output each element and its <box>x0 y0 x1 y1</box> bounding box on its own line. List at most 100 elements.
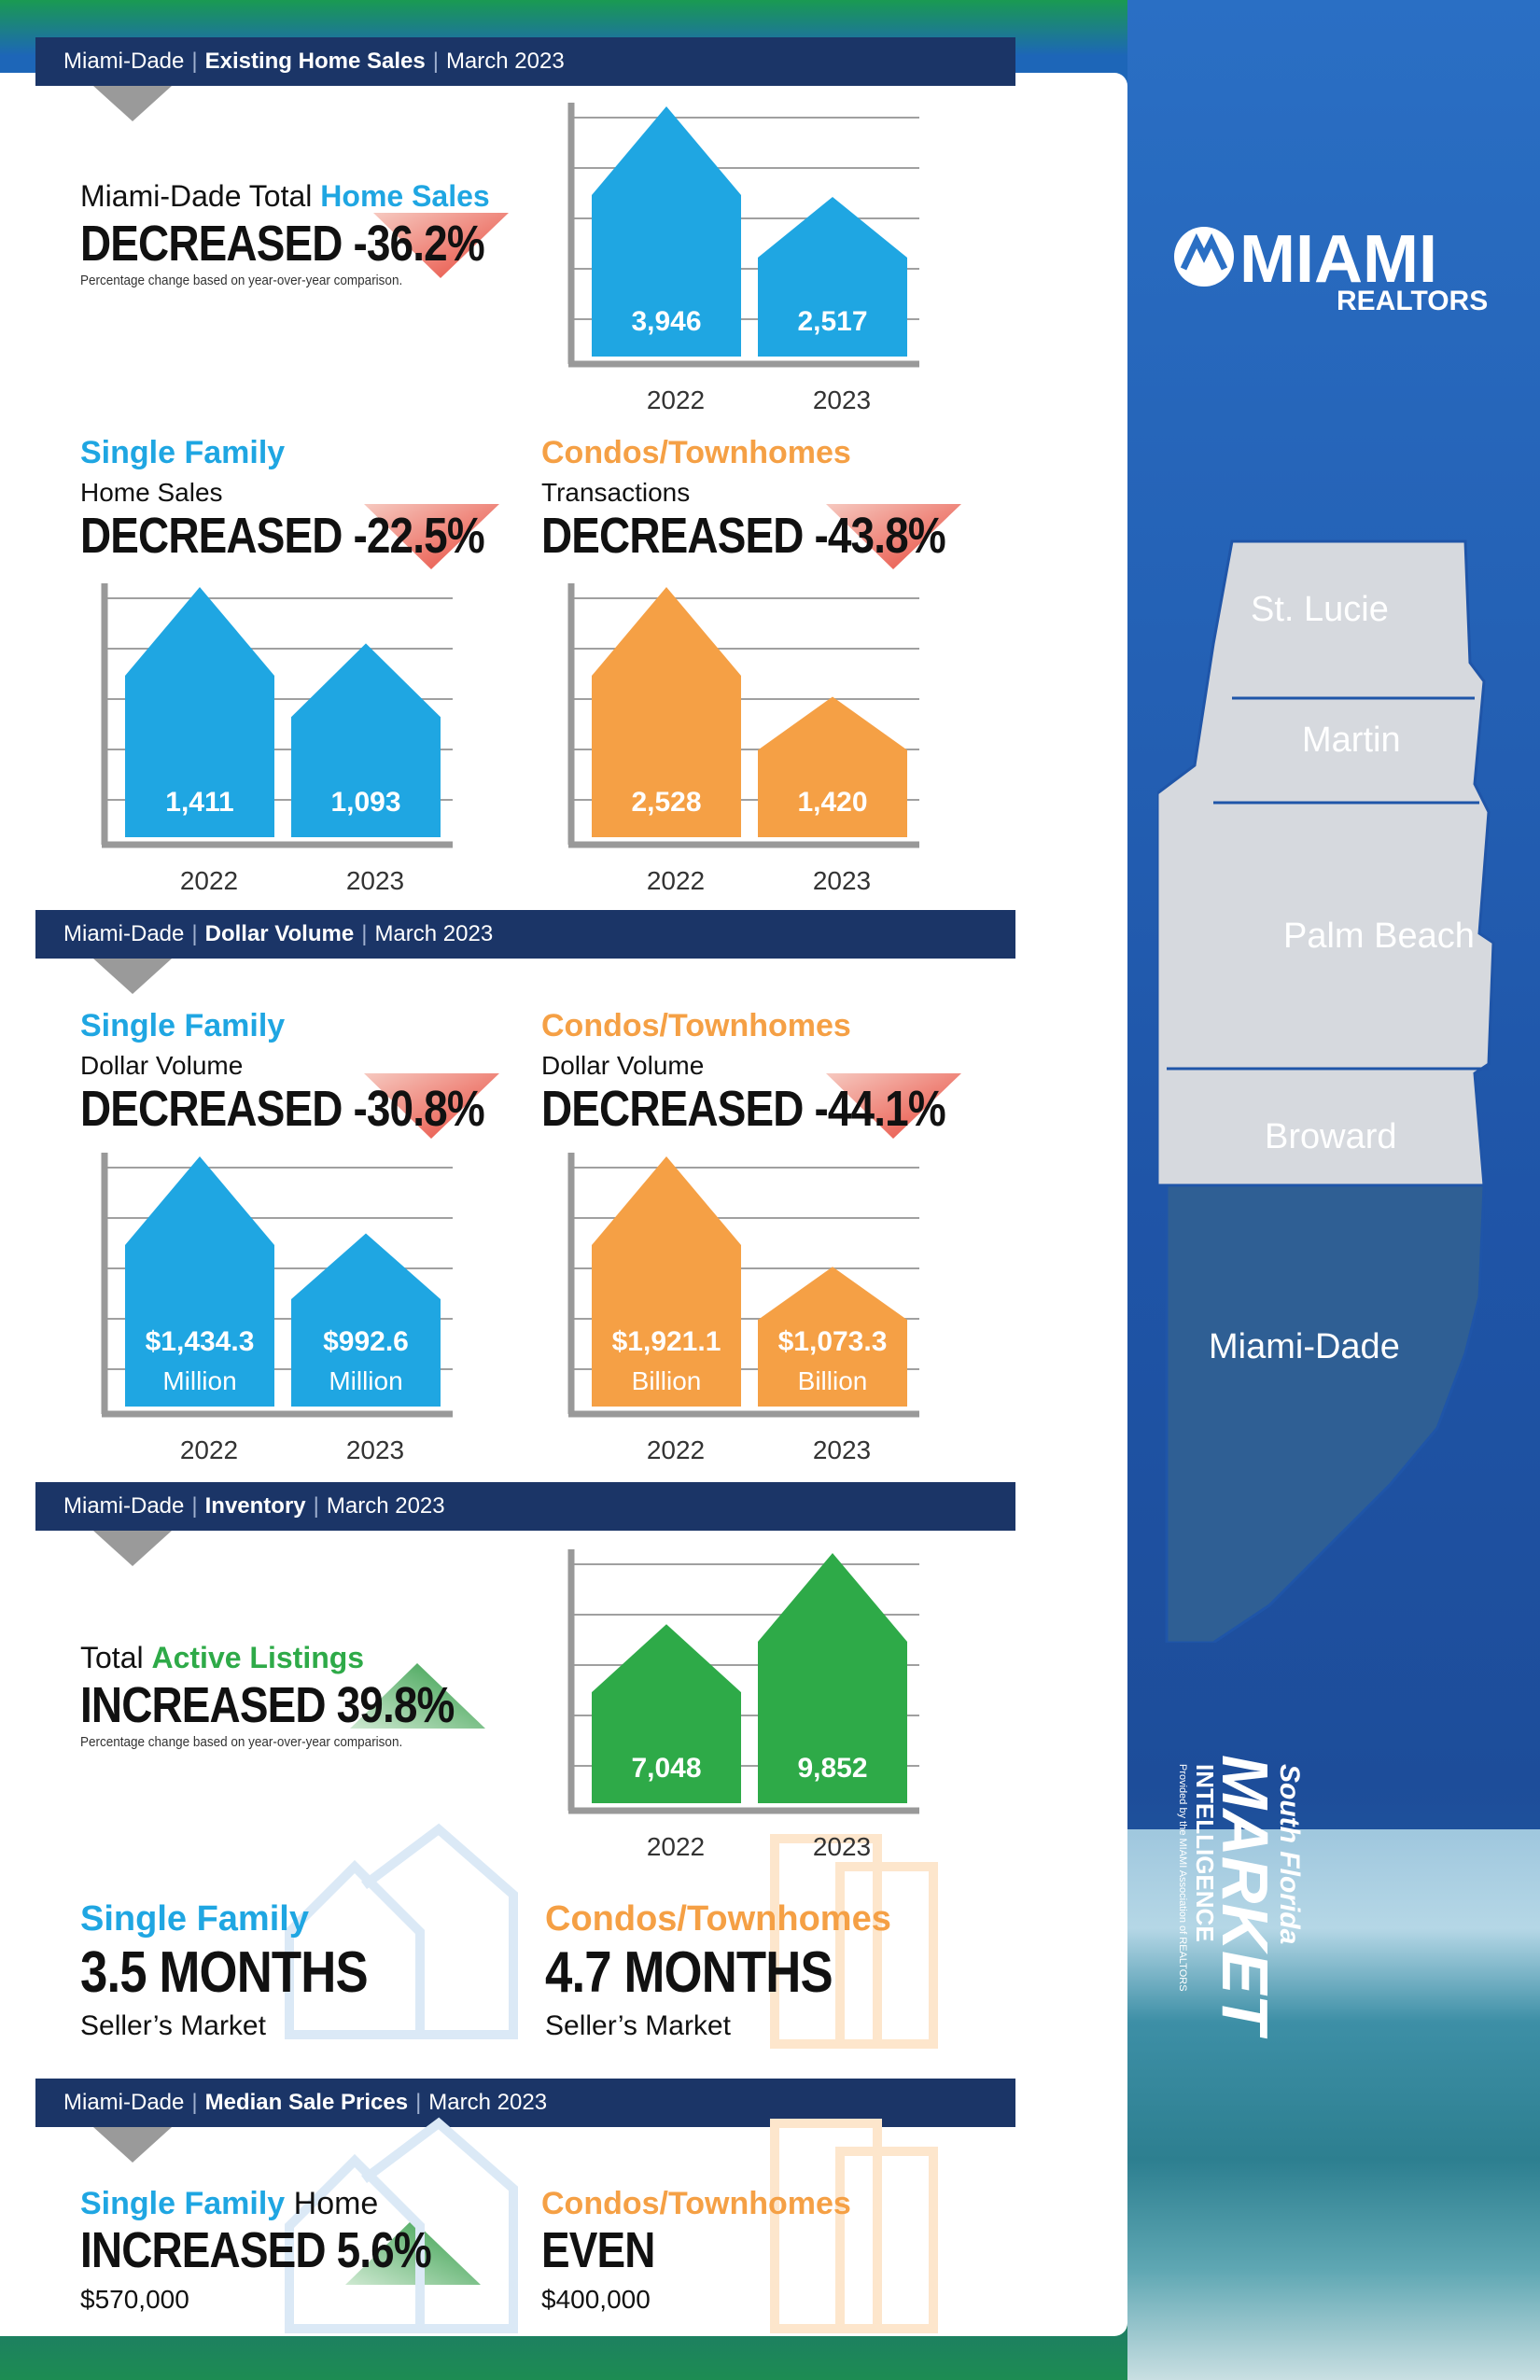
bar-2022 <box>125 587 274 837</box>
condo-median-title: Condos/Townhomes <box>541 2186 851 2221</box>
section-band-inventory: Miami-Dade | Inventory | March 2023 <box>35 1482 1015 1531</box>
svg-text:South Florida: South Florida <box>1274 1764 1305 1944</box>
band-region: Miami-Dade <box>63 2090 185 2115</box>
bar-2023 <box>758 696 907 837</box>
sf-volume-title: Single Family <box>80 1008 286 1043</box>
svg-text:INTELLIGENCE: INTELLIGENCE <box>1191 1764 1219 1942</box>
band-arrow-icon <box>93 959 172 994</box>
data-label: $1,073.3 <box>778 1326 888 1357</box>
total-sales-headline: DECREASED -36.2% <box>80 216 485 272</box>
county-miami-dade: Miami-Dade <box>1209 1327 1400 1366</box>
sf-median-headline: INCREASED 5.6% <box>80 2222 432 2278</box>
house-icon <box>285 1823 518 2039</box>
south-florida-map: St. Lucie Martin Palm Beach Broward Miam… <box>1157 539 1495 1643</box>
bar-2022 <box>592 587 741 837</box>
sf-inventory-months: 3.5 MONTHS <box>80 1940 369 2005</box>
x-tick-label: 2022 <box>180 1435 238 1464</box>
bar-2023 <box>758 197 907 357</box>
band-topic: Median Sale Prices <box>204 2090 409 2115</box>
condo-inventory-title: Condos/Townhomes <box>545 1899 891 1939</box>
county-martin: Martin <box>1302 721 1401 760</box>
data-label: 9,852 <box>797 1753 867 1784</box>
x-tick-label: 2022 <box>647 866 705 895</box>
bar-2022 <box>592 1156 741 1407</box>
condo-median-price: $400,000 <box>541 2285 651 2314</box>
miami-realtors-logo: MIAMI REALTORS <box>1174 222 1488 316</box>
data-label: $1,921.1 <box>612 1326 721 1357</box>
data-unit-label: Million <box>162 1366 236 1395</box>
svg-text:Provided by the MIAMI Associat: Provided by the MIAMI Association of REA… <box>1177 1764 1188 1992</box>
bar-2022 <box>592 1624 741 1803</box>
x-tick-label: 2023 <box>813 1832 871 1861</box>
band-arrow-icon <box>93 2127 172 2163</box>
condo-volume-title: Condos/Townhomes <box>541 1008 851 1043</box>
sf-volume-chart: $1,434.3 Million 2022 $992.6 Million 2023 <box>101 1153 453 1464</box>
x-tick-label: 2022 <box>647 1832 705 1861</box>
x-tick-label: 2022 <box>647 1435 705 1464</box>
county-st-lucie: St. Lucie <box>1251 590 1389 629</box>
sf-inventory-market: Seller’s Market <box>80 2010 266 2041</box>
condo-volume-headline: DECREASED -44.1% <box>541 1081 946 1137</box>
sf-median-price: $570,000 <box>80 2285 189 2314</box>
x-tick-label: 2023 <box>346 1435 404 1464</box>
market-intelligence-title: South Florida MARKET INTELLIGENCE Provid… <box>1177 1755 1305 2039</box>
county-palm-beach: Palm Beach <box>1283 917 1475 956</box>
condo-median-headline: EVEN <box>541 2222 655 2278</box>
section-band-dollar-volume: Miami-Dade | Dollar Volume | March 2023 <box>35 910 1015 959</box>
data-label: 2,517 <box>797 306 867 337</box>
active-listings-chart: 7,048 2022 9,852 2023 <box>567 1549 919 1861</box>
bar-2022 <box>125 1156 274 1407</box>
county-broward: Broward <box>1265 1117 1397 1156</box>
beach-photo <box>1127 1829 1540 2380</box>
active-listings-note: Percentage change based on year-over-yea… <box>80 1734 403 1750</box>
data-label: 1,420 <box>797 787 867 818</box>
condo-sales-chart: 2,528 2022 1,420 2023 <box>567 583 919 895</box>
sf-sales-title: Single Family <box>80 435 286 470</box>
sf-sales-chart: 1,411 2022 1,093 2023 <box>101 583 453 895</box>
sf-volume-subtitle: Dollar Volume <box>80 1051 244 1080</box>
svg-text:MIAMI: MIAMI <box>1239 222 1437 297</box>
data-label: 1,411 <box>165 787 233 818</box>
svg-text:REALTORS: REALTORS <box>1337 286 1488 316</box>
condo-sales-title: Condos/Townhomes <box>541 435 851 470</box>
band-region: Miami-Dade <box>63 921 185 946</box>
building-icon <box>770 2119 938 2333</box>
bar-2023 <box>758 1553 907 1803</box>
bar-2023 <box>758 1267 907 1407</box>
band-date: March 2023 <box>374 921 494 946</box>
bar-2023 <box>291 643 441 837</box>
band-date: March 2023 <box>445 49 565 74</box>
band-arrow-icon <box>93 86 172 121</box>
data-label: $992.6 <box>323 1326 409 1357</box>
band-date: March 2023 <box>428 2090 548 2115</box>
band-topic: Existing Home Sales <box>204 49 426 74</box>
band-arrow-icon <box>93 1531 172 1566</box>
sf-sales-headline: DECREASED -22.5% <box>80 508 485 564</box>
x-tick-label: 2023 <box>813 385 871 414</box>
sf-sales-subtitle: Home Sales <box>80 478 223 507</box>
condo-volume-subtitle: Dollar Volume <box>541 1051 705 1080</box>
x-tick-label: 2023 <box>813 1435 871 1464</box>
condo-volume-chart: $1,921.1 Billion 2022 $1,073.3 Billion 2023 <box>567 1153 919 1464</box>
condo-sales-subtitle: Transactions <box>541 478 691 507</box>
data-label: 1,093 <box>330 787 400 818</box>
section-band-home-sales: Miami-Dade | Existing Home Sales | March 202… <box>35 37 1015 86</box>
sf-inventory-title: Single Family <box>80 1899 309 1939</box>
x-tick-label: 2023 <box>346 866 404 895</box>
data-label: 7,048 <box>631 1753 701 1784</box>
active-listings-headline: INCREASED 39.8% <box>80 1677 455 1733</box>
x-tick-label: 2023 <box>813 866 871 895</box>
data-unit-label: Billion <box>798 1366 868 1395</box>
data-label: 3,946 <box>631 306 701 337</box>
house-icon <box>285 2117 518 2333</box>
total-sales-note: Percentage change based on year-over-yea… <box>80 273 403 288</box>
band-region: Miami-Dade <box>63 1493 185 1519</box>
condo-inventory-market: Seller’s Market <box>545 2010 731 2041</box>
active-listings-label: Total Active Listings <box>80 1641 365 1674</box>
building-icon <box>770 1834 938 2049</box>
condo-sales-headline: DECREASED -43.8% <box>541 508 946 564</box>
sf-volume-headline: DECREASED -30.8% <box>80 1081 485 1137</box>
total-sales-chart: 3,946 2022 2,517 2023 <box>567 103 919 414</box>
data-unit-label: Billion <box>632 1366 702 1395</box>
bar-2023 <box>291 1233 441 1407</box>
